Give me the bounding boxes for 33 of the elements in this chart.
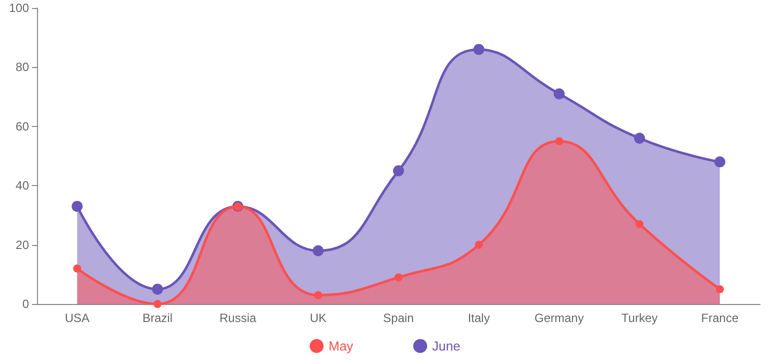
point bbox=[314, 291, 322, 300]
x-tick-label: Turkey bbox=[621, 311, 658, 325]
point bbox=[716, 285, 724, 294]
point bbox=[72, 200, 83, 212]
x-tick-label: USA bbox=[64, 311, 90, 325]
x-tick-label: Brazil bbox=[142, 311, 173, 325]
point bbox=[555, 137, 564, 146]
y-tick-label: 100 bbox=[8, 1, 30, 15]
point bbox=[714, 156, 726, 168]
y-tick-label: 20 bbox=[16, 238, 30, 252]
x-tick-label: UK bbox=[310, 311, 327, 325]
point bbox=[73, 264, 82, 272]
point bbox=[394, 273, 402, 282]
point bbox=[634, 132, 645, 144]
point bbox=[474, 240, 483, 249]
y-tick-label: 60 bbox=[16, 119, 30, 134]
legend-label: May bbox=[328, 338, 354, 354]
y-tick-label: 0 bbox=[22, 297, 30, 311]
x-tick-label: Italy bbox=[468, 311, 490, 325]
point bbox=[312, 245, 324, 256]
y-tick-label: 80 bbox=[16, 60, 30, 74]
x-tick-label: Spain bbox=[383, 311, 414, 325]
legend-label: June bbox=[432, 338, 460, 354]
point bbox=[554, 88, 565, 100]
point bbox=[636, 220, 644, 228]
point bbox=[152, 284, 163, 295]
y-tick-label: 40 bbox=[16, 178, 30, 193]
point bbox=[393, 165, 404, 176]
point bbox=[473, 44, 484, 55]
point bbox=[154, 300, 162, 308]
x-tick-label: France bbox=[701, 311, 739, 325]
x-tick-label: Russia bbox=[219, 311, 256, 325]
x-tick-label: Germany bbox=[534, 311, 584, 325]
